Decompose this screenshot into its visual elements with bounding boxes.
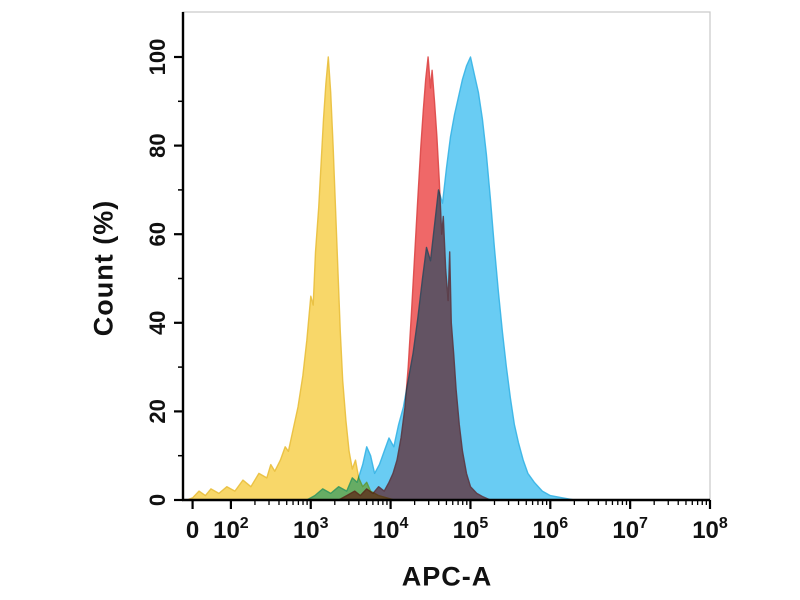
- x-tick-label: 106: [532, 515, 568, 544]
- y-axis-title: Count (%): [88, 199, 119, 337]
- y-tick-label: 100: [145, 39, 170, 76]
- x-tick-label: 108: [692, 515, 728, 544]
- series-area-yellow: [186, 56, 396, 501]
- x-tick-label: 104: [373, 515, 409, 544]
- x-tick-label: 102: [213, 515, 249, 544]
- y-tick-label: 40: [145, 311, 170, 335]
- x-tick-label: 0: [186, 517, 199, 544]
- x-tick-label: 107: [612, 515, 648, 544]
- y-tick-label: 80: [145, 133, 170, 157]
- x-tick-label: 105: [453, 515, 489, 544]
- y-tick-label: 60: [145, 222, 170, 246]
- y-tick-label: 20: [145, 399, 170, 423]
- x-axis-title: APC-A: [401, 561, 493, 592]
- series-area-blue: [306, 56, 575, 501]
- x-tick-label: 103: [293, 515, 329, 544]
- y-tick-label: 0: [145, 494, 170, 506]
